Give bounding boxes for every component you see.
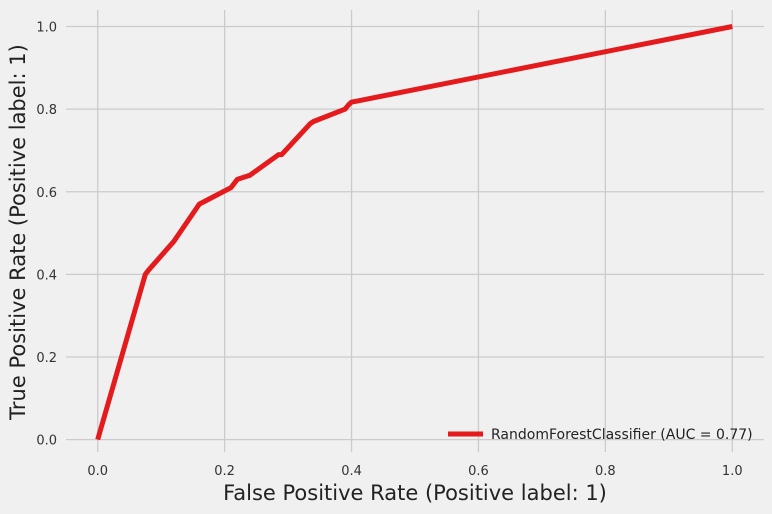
grid xyxy=(66,10,764,452)
x-tick-label: 0.8 xyxy=(595,464,616,479)
y-axis-label: True Positive Rate (Positive label: 1) xyxy=(6,44,30,421)
legend: RandomForestClassifier (AUC = 0.77) xyxy=(448,427,753,443)
x-tick-label: 0.2 xyxy=(214,464,235,479)
y-tick-label: 0.2 xyxy=(36,351,57,366)
x-tick-label: 0.4 xyxy=(341,464,362,479)
series-layer xyxy=(95,24,733,441)
x-tick-label: 0.0 xyxy=(87,464,108,479)
tick-labels: 0.0 0.2 0.4 0.6 0.8 1.0 0.0 0.2 0.4 0.6 0.8 1.0 xyxy=(36,21,742,479)
y-tick-label: 0.8 xyxy=(36,103,57,118)
x-tick-label: 0.6 xyxy=(468,464,489,479)
x-tick-label: 1.0 xyxy=(722,464,743,479)
y-tick-label: 0.4 xyxy=(36,268,57,283)
y-tick-label: 0.6 xyxy=(36,186,57,201)
y-tick-label: 0.0 xyxy=(36,434,57,449)
legend-label-randomforest: RandomForestClassifier (AUC = 0.77) xyxy=(491,427,753,443)
y-tick-label: 1.0 xyxy=(36,21,57,36)
x-axis-label: False Positive Rate (Positive label: 1) xyxy=(223,481,607,505)
roc-curve-line xyxy=(95,24,733,441)
